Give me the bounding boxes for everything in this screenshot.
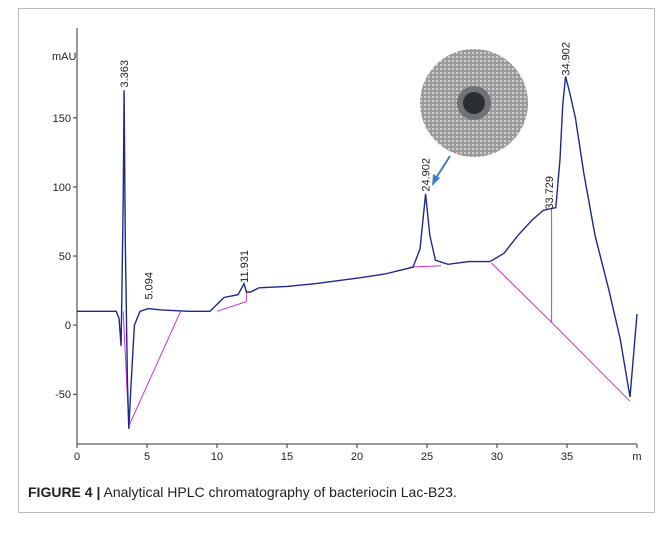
y-tick-label: 50	[59, 251, 71, 263]
caption-text: Analytical HPLC chromatography of bacter…	[103, 484, 457, 500]
x-tick-label: 10	[211, 451, 223, 463]
x-tick-label: 30	[491, 451, 503, 463]
trace	[122, 209, 631, 427]
y-tick-label: 150	[53, 113, 71, 125]
x-tick-label: 15	[281, 451, 293, 463]
caption-label: FIGURE 4 |	[28, 484, 101, 500]
peak-label: 34.902	[561, 42, 573, 76]
x-tick-label: 0	[74, 451, 80, 463]
y-tick-label: 0	[65, 320, 71, 332]
peak-label: 5.094	[143, 272, 155, 300]
peak-label: 3.363	[119, 60, 131, 88]
caption: FIGURE 4 | Analytical HPLC chromatograph…	[28, 484, 457, 500]
y-axis-label: mAU	[52, 51, 77, 63]
x-tick-label: m	[632, 451, 641, 463]
x-tick-label: 20	[351, 451, 363, 463]
x-tick-label: 25	[421, 451, 433, 463]
y-tick-label: -50	[55, 389, 71, 401]
figure-frame	[18, 8, 655, 513]
peak-label: 11.931	[239, 250, 251, 283]
trace	[77, 76, 638, 429]
peak-label: 33.729	[544, 176, 556, 210]
x-tick-label: 35	[561, 451, 573, 463]
y-tick-label: 100	[53, 182, 71, 194]
peak-label: 24.902	[421, 158, 433, 192]
inset-photo	[420, 49, 528, 186]
x-tick-label: 5	[144, 451, 150, 463]
